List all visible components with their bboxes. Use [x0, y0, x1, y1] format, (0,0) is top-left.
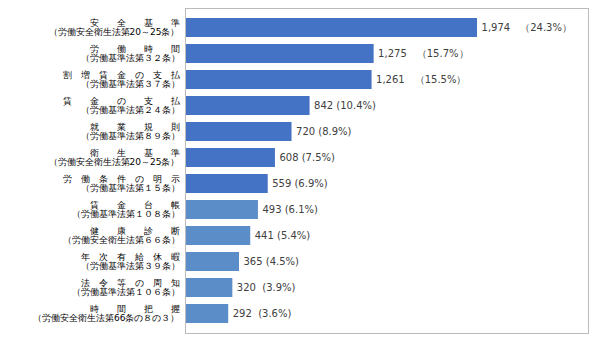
svg-text:842 (10.4%): 842 (10.4%)	[314, 100, 376, 111]
svg-text:1,974 （24.3%）: 1,974 （24.3%）	[482, 22, 572, 33]
svg-text:安 全 基 準（労働安全衛生法第20～25条）: 安 全 基 準（労働安全衛生法第20～25条）	[49, 18, 180, 37]
svg-text:320 (3.9%): 320 (3.9%)	[237, 282, 296, 293]
svg-text:441 (5.4%): 441 (5.4%)	[255, 230, 311, 241]
svg-text:衛 生 基 準（労働安全衛生法第20～25条）: 衛 生 基 準（労働安全衛生法第20～25条）	[49, 148, 180, 167]
svg-text:賃 金 の 支 払（労働基準法第２４条）: 賃 金 の 支 払（労働基準法第２４条）	[63, 96, 181, 115]
svg-text:法 令 等 の 周 知（労働基準法第１０６条）: 法 令 等 の 周 知（労働基準法第１０６条）	[72, 278, 180, 297]
svg-text:労 働 条 件 の 明 示（労働基準法第１５条）: 労 働 条 件 の 明 示（労働基準法第１５条）	[63, 174, 180, 193]
svg-text:292 (3.6%): 292 (3.6%)	[233, 308, 292, 319]
svg-text:559 (6.9%): 559 (6.9%)	[272, 178, 328, 189]
svg-text:健 康 診 断（労働安全衛生法第６６条）: 健 康 診 断（労働安全衛生法第６６条）	[63, 226, 180, 245]
svg-text:年 次 有 給 休 暇（労働基準法第３９条）: 年 次 有 給 休 暇（労働基準法第３９条）	[81, 252, 180, 271]
svg-text:賃 金 台 帳（労働基準法第１０８条）: 賃 金 台 帳（労働基準法第１０８条）	[72, 200, 180, 219]
svg-text:労 働 時 間（労働基準法第３２条）: 労 働 時 間（労働基準法第３２条）	[81, 44, 180, 63]
svg-text:1,261 （15.5%）: 1,261 （15.5%）	[376, 74, 466, 85]
svg-text:493 (6.1%): 493 (6.1%)	[262, 204, 318, 215]
svg-text:365 (4.5%): 365 (4.5%)	[243, 256, 299, 267]
svg-text:割 増 賃 金 の 支 払（労働基準法第３７条）: 割 増 賃 金 の 支 払（労働基準法第３７条）	[63, 70, 181, 89]
svg-text:1,275 （15.7%）: 1,275 （15.7%）	[378, 48, 468, 59]
svg-text:720 (8.9%): 720 (8.9%)	[296, 126, 352, 137]
svg-text:就 業 規 則（労働基準法第８９条）: 就 業 規 則（労働基準法第８９条）	[81, 122, 180, 141]
svg-text:608 (7.5%): 608 (7.5%)	[279, 152, 335, 163]
svg-text:時 間 把 握（労働安全衛生法第66条の８の３）: 時 間 把 握（労働安全衛生法第66条の８の３）	[33, 304, 179, 323]
